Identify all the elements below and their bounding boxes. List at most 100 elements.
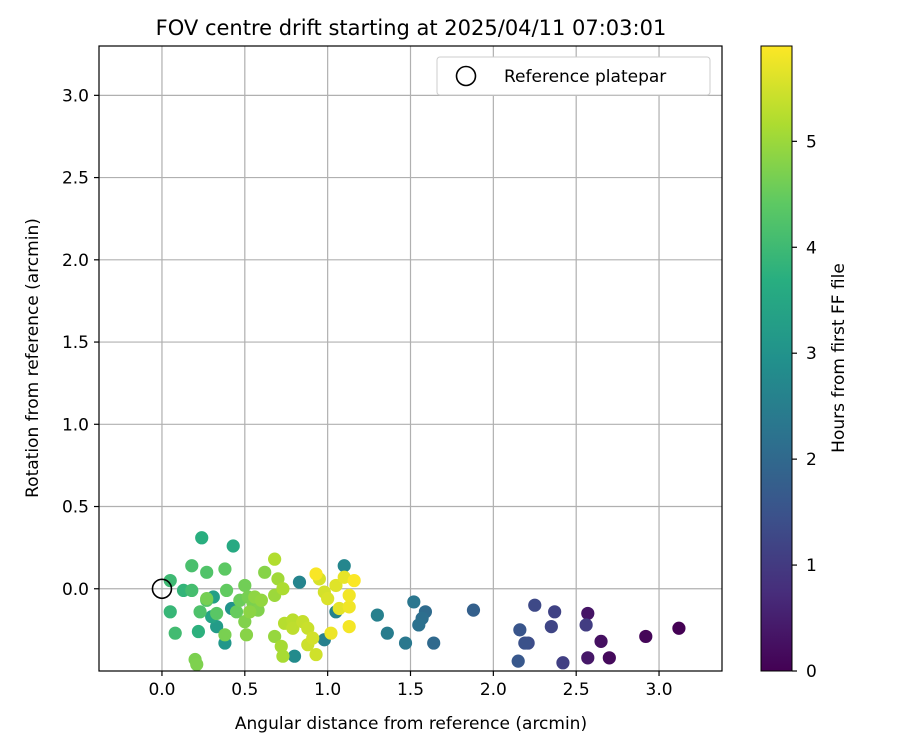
scatter-point: [321, 592, 335, 606]
colorbar-tick-label: 2: [806, 450, 817, 470]
x-tick-label: 1.5: [397, 680, 424, 700]
scatter-point: [309, 567, 323, 581]
scatter-point: [168, 626, 182, 640]
scatter-point: [513, 623, 527, 637]
y-axis-label: Rotation from reference (arcmin): [23, 218, 43, 498]
scatter-point: [639, 629, 653, 644]
x-tick-label: 2.5: [563, 680, 590, 700]
scatter-point: [243, 605, 257, 619]
scatter-point: [271, 572, 285, 586]
scatter-point: [581, 651, 595, 665]
legend-box: [436, 56, 711, 96]
scatter-point: [276, 582, 290, 596]
scatter-point: [602, 651, 616, 665]
y-tick-label: 0.5: [62, 498, 89, 518]
colorbar-tick-label: 0: [806, 662, 817, 682]
scatter-point: [342, 600, 356, 614]
chart-title: FOV centre drift starting at 2025/04/11 …: [156, 16, 667, 40]
scatter-point: [301, 621, 315, 635]
scatter-point: [329, 578, 343, 593]
scatter-point: [407, 595, 421, 609]
scatter-point: [511, 654, 525, 668]
scatter-point: [594, 634, 608, 648]
colorbar-tick-label: 4: [806, 238, 817, 258]
scatter-point: [238, 615, 252, 629]
y-tick-label: 1.0: [62, 415, 89, 435]
y-axis-ticks: 0.0 0.5 1.0 1.5 2.0 2.5 3.0: [62, 86, 99, 600]
scatter-point: [229, 605, 244, 619]
scatter-point: [556, 656, 570, 670]
scatter-point: [185, 559, 199, 573]
scatter-point: [210, 619, 224, 634]
data-points: [163, 531, 686, 672]
x-axis-ticks: 0.0 0.5 1.0 1.5 2.0 2.5 3.0: [148, 671, 673, 700]
scatter-point: [210, 606, 224, 621]
x-axis-label: Angular distance from reference (arcmin): [235, 714, 587, 734]
y-tick-label: 2.5: [62, 169, 89, 189]
x-tick-label: 2.0: [480, 680, 507, 700]
scatter-point: [238, 578, 252, 593]
scatter-point: [370, 608, 384, 622]
scatter-point: [195, 531, 209, 545]
scatter-point: [191, 624, 206, 639]
scatter-point: [163, 605, 177, 619]
scatter-point: [254, 593, 268, 607]
scatter-point: [306, 631, 320, 645]
scatter-point: [226, 539, 240, 553]
scatter-point: [276, 649, 290, 663]
scatter-point: [412, 618, 426, 632]
scatter-point: [193, 605, 207, 619]
scatter-point: [274, 639, 288, 653]
scatter-point: [309, 647, 323, 662]
scatter-point: [268, 629, 282, 644]
scatter-point: [286, 621, 300, 635]
scatter-point: [579, 618, 593, 632]
scatter-point: [200, 565, 214, 579]
scatter-point: [581, 606, 595, 621]
colorbar-tick-label: 3: [806, 344, 817, 364]
colorbar-ticks: 0 1 2 3 4 5: [792, 132, 817, 682]
y-tick-label: 1.5: [62, 333, 89, 353]
scatter-point: [466, 603, 481, 617]
reference-platepar-marker: [151, 578, 173, 600]
scatter-point: [287, 649, 302, 663]
colorbar-label: Hours from first FF file: [829, 263, 849, 453]
x-tick-label: 3.0: [646, 680, 673, 700]
scatter-point: [548, 605, 562, 619]
scatter-point: [258, 565, 272, 579]
scatter-point: [342, 588, 356, 602]
y-tick-label: 2.0: [62, 251, 89, 271]
scatter-point: [337, 570, 351, 584]
y-tick-label: 3.0: [62, 86, 89, 106]
scatter-point: [292, 575, 307, 589]
x-tick-label: 0.5: [231, 680, 258, 700]
colorbar: [760, 45, 793, 672]
scatter-point: [219, 583, 234, 598]
scatter-point: [427, 636, 441, 650]
scatter-point: [337, 559, 351, 573]
scatter-point: [342, 619, 356, 634]
scatter-point: [218, 562, 232, 576]
scatter-point: [218, 628, 232, 642]
scatter-point: [544, 619, 558, 634]
scatter-point: [380, 626, 394, 640]
scatter-point: [163, 573, 177, 588]
scatter-point: [185, 583, 199, 598]
scatter-point: [347, 573, 361, 588]
colorbar-tick-label: 1: [806, 556, 817, 576]
scatter-point: [190, 657, 204, 672]
grid-lines: [99, 46, 722, 671]
scatter-point: [268, 552, 282, 566]
scatter-point: [200, 592, 214, 606]
x-tick-label: 1.0: [314, 680, 341, 700]
x-tick-label: 0.0: [148, 680, 175, 700]
scatter-point: [528, 598, 542, 612]
scatter-point: [398, 636, 413, 650]
y-tick-label: 0.0: [62, 580, 89, 600]
scatter-point: [324, 626, 338, 640]
scatter-point: [518, 636, 532, 650]
scatter-point: [332, 601, 346, 616]
legend-marker: [455, 65, 477, 87]
scatter-point: [672, 621, 686, 635]
